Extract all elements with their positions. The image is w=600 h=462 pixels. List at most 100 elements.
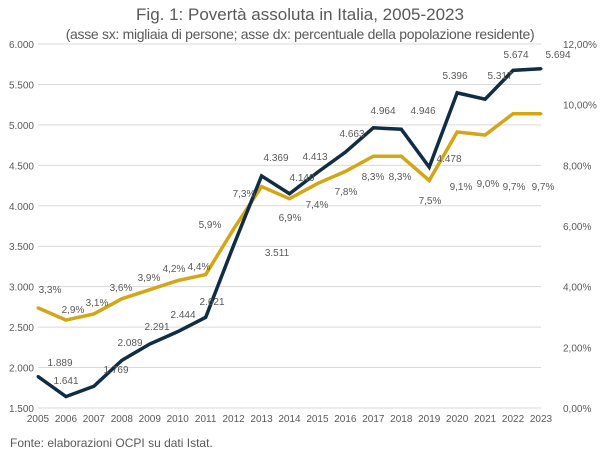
left-tick-label: 4.500 [9, 161, 34, 172]
data-label-persons: 4.663 [339, 129, 364, 140]
left-tick-label: 6.000 [9, 40, 34, 51]
right-tick-label: 4,00% [563, 283, 591, 294]
data-point-percent [511, 112, 515, 116]
data-label-percent: 9,1% [450, 182, 473, 193]
x-tick-label: 2015 [306, 414, 329, 425]
x-tick-label: 2022 [502, 414, 525, 425]
data-label-percent: 8,3% [362, 172, 385, 183]
data-point-percent [371, 154, 375, 158]
data-point-percent [36, 306, 40, 310]
data-point-persons [455, 91, 459, 95]
x-tick-label: 2023 [530, 414, 553, 425]
data-point-percent [260, 185, 264, 189]
data-point-percent [120, 297, 124, 301]
data-point-persons [204, 315, 208, 319]
data-label-persons: 4.946 [410, 106, 435, 117]
data-point-persons [511, 68, 515, 72]
data-label-persons: 4.413 [302, 152, 327, 163]
data-point-persons [539, 67, 543, 71]
data-label-percent: 2,9% [62, 305, 85, 316]
data-label-percent: 8,3% [389, 172, 412, 183]
data-point-persons [148, 342, 152, 346]
data-label-persons: 2.291 [144, 322, 169, 333]
data-label-persons: 5.694 [545, 50, 570, 61]
left-tick-label: 5.500 [9, 80, 34, 91]
data-point-percent [64, 318, 68, 322]
x-tick-label: 2007 [83, 414, 106, 425]
left-tick-label: 3.000 [9, 283, 34, 294]
data-point-persons [399, 127, 403, 131]
data-label-percent: 3,6% [110, 283, 133, 294]
data-label-percent: 4,2% [163, 264, 186, 275]
data-point-persons [371, 126, 375, 130]
data-point-percent [232, 227, 236, 231]
data-point-percent [288, 197, 291, 201]
right-tick-label: 12,00% [563, 40, 597, 51]
right-tick-label: 10,00% [563, 101, 597, 112]
data-label-percent: 3,1% [86, 298, 109, 309]
data-label-percent: 9,7% [532, 182, 555, 193]
x-tick-label: 2013 [250, 414, 273, 425]
x-tick-label: 2016 [334, 414, 357, 425]
data-point-persons [232, 243, 236, 247]
data-point-percent [343, 169, 347, 173]
data-label-persons: 2.444 [170, 310, 195, 321]
x-tick-label: 2008 [111, 414, 134, 425]
data-point-percent [399, 154, 403, 158]
data-label-percent: 3,9% [138, 273, 161, 284]
chart-subtitle: (asse sx: migliaia di persone; asse dx: … [65, 26, 535, 42]
left-tick-label: 2.000 [9, 364, 34, 375]
data-label-percent: 5,9% [199, 220, 222, 231]
data-label-persons: 3.511 [265, 248, 290, 259]
right-tick-label: 0,00% [563, 404, 591, 415]
data-label-persons: 4.478 [436, 154, 461, 165]
data-point-percent [204, 273, 208, 277]
data-label-percent: 7,3% [233, 189, 256, 200]
data-label-percent: 4,4% [188, 262, 211, 273]
data-label-percent: 9,0% [477, 179, 500, 190]
right-tick-label: 8,00% [563, 161, 591, 172]
data-point-persons [288, 192, 291, 196]
x-tick-label: 2006 [55, 414, 78, 425]
left-tick-label: 2.500 [9, 323, 34, 334]
left-tick-label: 3.500 [9, 242, 34, 253]
data-label-persons: 4.964 [370, 106, 395, 117]
series-line-persons [36, 67, 542, 399]
x-tick-label: 2019 [418, 414, 441, 425]
data-point-persons [92, 384, 96, 388]
data-label-persons: 1.769 [103, 365, 128, 376]
data-label-persons: 4.149 [289, 173, 314, 184]
data-label-percent: 7,5% [419, 196, 442, 207]
x-tick-label: 2017 [362, 414, 385, 425]
data-point-percent [148, 288, 152, 292]
left-tick-label: 4.000 [9, 202, 34, 213]
data-label-persons: 5.674 [503, 50, 528, 61]
data-point-persons [64, 395, 68, 399]
data-label-persons: 4.369 [263, 153, 288, 164]
x-tick-label: 2010 [167, 414, 190, 425]
x-tick-label: 2020 [446, 414, 469, 425]
data-label-persons: 5.396 [442, 71, 467, 82]
data-label-percent: 7,8% [335, 187, 358, 198]
right-tick-label: 6,00% [563, 222, 591, 233]
x-tick-label: 2011 [195, 414, 217, 425]
data-label-persons: 5.317 [487, 71, 512, 82]
data-label-percent: 9,7% [503, 182, 526, 193]
right-tick-label: 2,00% [563, 343, 591, 354]
data-label-persons: 2.621 [199, 297, 224, 308]
data-point-persons [343, 150, 347, 154]
data-label-persons: 1.641 [53, 376, 78, 387]
data-point-persons [120, 358, 124, 362]
data-point-persons [176, 330, 180, 334]
x-tick-label: 2009 [139, 414, 162, 425]
data-label-persons: 1.889 [47, 358, 72, 369]
data-point-percent [92, 312, 96, 316]
x-tick-label: 2021 [474, 414, 497, 425]
x-tick-label: 2014 [278, 414, 301, 425]
data-point-percent [315, 182, 319, 186]
x-tick-label: 2005 [27, 414, 50, 425]
data-point-percent [427, 179, 431, 182]
data-point-persons [260, 174, 264, 178]
